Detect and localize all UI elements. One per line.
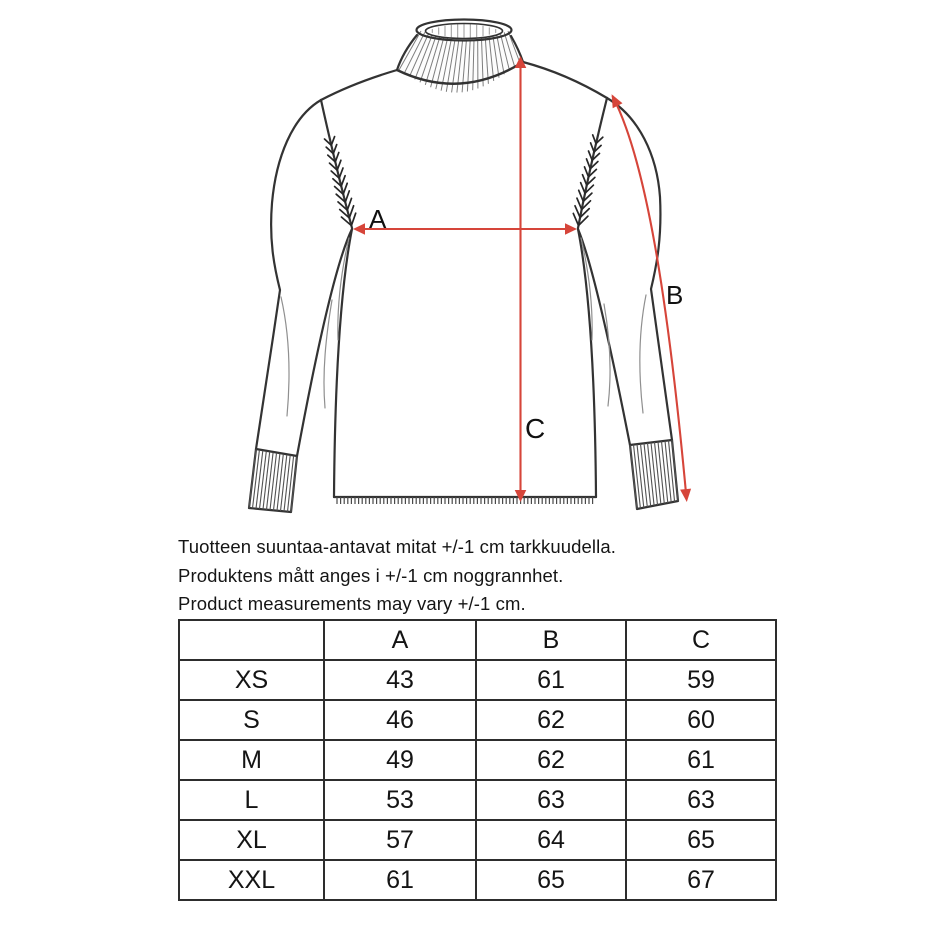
cell-a: 46 (323, 699, 477, 741)
cell-size: XXL (178, 859, 325, 901)
cell-a: 57 (323, 819, 477, 861)
header-c: C (625, 619, 777, 661)
measurement-arrow-c (514, 56, 527, 502)
table-row-l: L 53 63 63 (178, 779, 777, 821)
cell-c: 65 (625, 819, 777, 861)
size-table: A B C XS 43 61 59 S 46 62 60 M 49 62 (178, 619, 777, 901)
cell-b: 65 (475, 859, 627, 901)
cell-size: XS (178, 659, 325, 701)
label-measurement-c: C (525, 413, 545, 444)
table-row-s: S 46 62 60 (178, 699, 777, 741)
cell-b: 62 (475, 739, 627, 781)
note-english: Product measurements may vary +/-1 cm. (178, 593, 526, 615)
sweater-body (332, 227, 598, 504)
note-finnish: Tuotteen suuntaa-antavat mitat +/-1 cm t… (178, 536, 616, 557)
cell-size: S (178, 699, 325, 741)
tolerance-notes: Tuotteen suuntaa-antavat mitat +/-1 cm t… (178, 533, 616, 619)
note-swedish: Produktens mått anges i +/-1 cm noggrann… (178, 564, 564, 586)
raglan-seam-left (319, 98, 357, 230)
cell-b: 64 (475, 819, 627, 861)
cell-c: 61 (625, 739, 777, 781)
cell-a: 43 (323, 659, 477, 701)
sweater-measurement-diagram: A B C (247, 18, 692, 514)
table-row-xl: XL 57 64 65 (178, 819, 777, 861)
table-row-xxl: XXL 61 65 67 (178, 859, 777, 901)
table-row-xs: XS 43 61 59 (178, 659, 777, 701)
cuff-ribbing-left (248, 449, 298, 513)
cell-a: 53 (323, 779, 477, 821)
cell-c: 59 (625, 659, 777, 701)
cell-size: M (178, 739, 325, 781)
sleeve-left (247, 98, 354, 514)
cell-size: L (178, 779, 325, 821)
cell-c: 67 (625, 859, 777, 901)
hem-ribbing (336, 497, 594, 504)
sleeve-right (576, 96, 680, 511)
cell-c: 60 (625, 699, 777, 741)
label-measurement-a: A (369, 204, 387, 234)
cell-b: 62 (475, 699, 627, 741)
label-measurement-b: B (666, 280, 683, 310)
cuff-ribbing-right (629, 439, 679, 510)
measurement-arrow-a (353, 223, 577, 235)
header-size-blank (178, 619, 325, 661)
turtleneck-collar (395, 18, 525, 93)
cell-size: XL (178, 819, 325, 861)
header-a: A (323, 619, 477, 661)
shoulder-seams (319, 60, 609, 102)
size-table-header-row: A B C (178, 619, 777, 661)
cell-a: 61 (323, 859, 477, 901)
measurement-arrow-b (611, 94, 692, 502)
header-b: B (475, 619, 627, 661)
cell-a: 49 (323, 739, 477, 781)
cell-c: 63 (625, 779, 777, 821)
table-row-m: M 49 62 61 (178, 739, 777, 781)
raglan-seam-right (572, 96, 609, 230)
cell-b: 63 (475, 779, 627, 821)
cell-b: 61 (475, 659, 627, 701)
